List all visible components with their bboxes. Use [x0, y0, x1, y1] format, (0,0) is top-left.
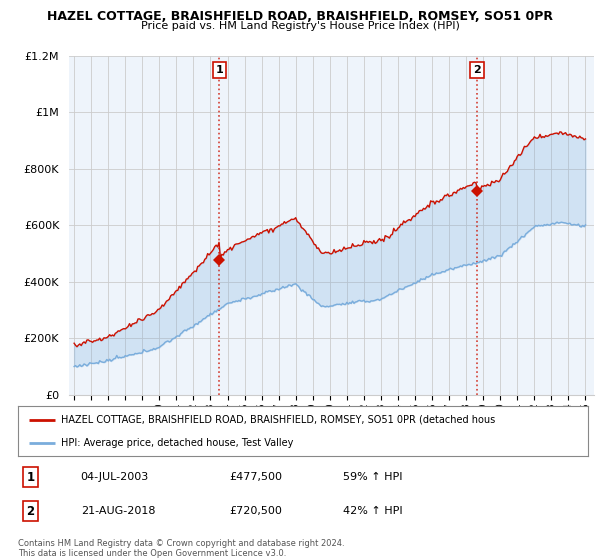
- Text: 1: 1: [26, 470, 35, 484]
- Text: 59% ↑ HPI: 59% ↑ HPI: [343, 472, 403, 482]
- Text: Price paid vs. HM Land Registry's House Price Index (HPI): Price paid vs. HM Land Registry's House …: [140, 21, 460, 31]
- Text: 2: 2: [26, 505, 35, 517]
- Text: 2: 2: [473, 65, 481, 75]
- Text: £720,500: £720,500: [229, 506, 282, 516]
- Text: HPI: Average price, detached house, Test Valley: HPI: Average price, detached house, Test…: [61, 438, 293, 448]
- Text: 42% ↑ HPI: 42% ↑ HPI: [343, 506, 403, 516]
- Text: £477,500: £477,500: [229, 472, 282, 482]
- Text: HAZEL COTTAGE, BRAISHFIELD ROAD, BRAISHFIELD, ROMSEY, SO51 0PR: HAZEL COTTAGE, BRAISHFIELD ROAD, BRAISHF…: [47, 10, 553, 23]
- Text: 1: 1: [215, 65, 223, 75]
- Text: Contains HM Land Registry data © Crown copyright and database right 2024.
This d: Contains HM Land Registry data © Crown c…: [18, 539, 344, 558]
- Text: 04-JUL-2003: 04-JUL-2003: [80, 472, 149, 482]
- Text: 21-AUG-2018: 21-AUG-2018: [80, 506, 155, 516]
- Text: HAZEL COTTAGE, BRAISHFIELD ROAD, BRAISHFIELD, ROMSEY, SO51 0PR (detached hous: HAZEL COTTAGE, BRAISHFIELD ROAD, BRAISHF…: [61, 414, 495, 424]
